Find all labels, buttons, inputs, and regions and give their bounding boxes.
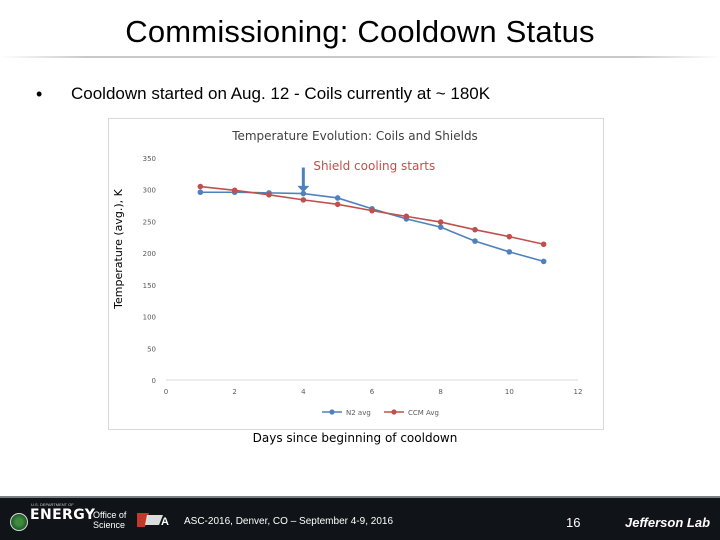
data-point-series-1 xyxy=(334,195,341,201)
data-point-series-1 xyxy=(540,258,547,265)
y-axis-title: Temperature (avg.), K xyxy=(112,188,125,309)
data-point-series-1 xyxy=(472,238,478,244)
legend-marker-2 xyxy=(391,409,397,415)
y-tick-label: 300 xyxy=(143,187,156,195)
x-tick-label: 12 xyxy=(574,388,583,396)
x-tick-label: 2 xyxy=(232,388,236,396)
data-point-series-2 xyxy=(369,207,375,214)
data-point-series-2 xyxy=(472,226,478,233)
temperature-chart: Temperature Evolution: Coils and Shields… xyxy=(112,129,583,417)
data-point-series-2 xyxy=(506,233,513,240)
footer-conference: ASC-2016, Denver, CO – September 4-9, 20… xyxy=(184,516,394,527)
office-line-2: Science xyxy=(93,520,126,530)
data-point-series-2 xyxy=(266,191,272,198)
data-point-series-2 xyxy=(403,213,410,220)
data-point-series-2 xyxy=(334,201,341,208)
y-tick-label: 350 xyxy=(143,155,156,163)
footer-bar xyxy=(0,498,720,540)
annotation-label: Shield cooling starts xyxy=(313,159,435,173)
footer-band xyxy=(0,496,720,498)
annotation-arrow-head xyxy=(297,185,310,193)
jsa-logo-icon: A xyxy=(137,513,169,528)
data-point-series-2 xyxy=(231,187,238,194)
chart-frame xyxy=(108,118,604,430)
x-axis-title: Days since beginning of cooldown xyxy=(252,431,458,445)
x-tick-label: 0 xyxy=(164,388,168,396)
legend-label-1: N2 avg xyxy=(346,409,371,417)
office-line-1: Office of xyxy=(93,510,127,520)
x-tick-label: 10 xyxy=(505,388,514,396)
x-tick-label: 8 xyxy=(438,388,442,396)
data-point-series-2 xyxy=(540,241,547,248)
y-tick-label: 150 xyxy=(143,282,156,290)
y-tick-label: 100 xyxy=(143,314,156,322)
jefferson-lab-logo: Jefferson Lab xyxy=(625,515,711,530)
title-divider xyxy=(0,56,720,58)
bullet-marker: • xyxy=(36,84,43,104)
series-line-1 xyxy=(200,191,544,263)
x-tick-label: 4 xyxy=(301,388,306,396)
bullet-text: Cooldown started on Aug. 12 - Coils curr… xyxy=(71,84,491,103)
doe-department-label: U.S. DEPARTMENT OF xyxy=(31,502,74,507)
office-of-science-logo: Office of Science xyxy=(93,510,126,530)
y-tick-label: 0 xyxy=(152,377,156,385)
data-point-series-1 xyxy=(197,189,204,196)
slide-title: Commissioning: Cooldown Status xyxy=(125,14,595,49)
doe-logo-text: ENERGY xyxy=(30,507,96,523)
series-line-2 xyxy=(200,185,544,246)
y-tick-label: 50 xyxy=(147,345,156,353)
page-number: 16 xyxy=(566,515,581,530)
data-point-series-2 xyxy=(197,183,204,190)
legend-marker-1 xyxy=(329,409,335,415)
y-tick-label: 200 xyxy=(143,250,156,258)
legend-label-2: CCM Avg xyxy=(408,409,439,417)
data-point-series-1 xyxy=(506,249,513,255)
x-tick-label: 6 xyxy=(370,388,375,396)
doe-seal-icon xyxy=(10,513,28,531)
chart-title: Temperature Evolution: Coils and Shields xyxy=(231,129,478,143)
svg-text:A: A xyxy=(161,516,169,528)
data-point-series-2 xyxy=(300,197,307,203)
y-tick-label: 250 xyxy=(143,218,156,226)
data-point-series-2 xyxy=(437,219,444,225)
data-point-series-1 xyxy=(300,190,307,197)
data-point-series-1 xyxy=(437,224,444,230)
